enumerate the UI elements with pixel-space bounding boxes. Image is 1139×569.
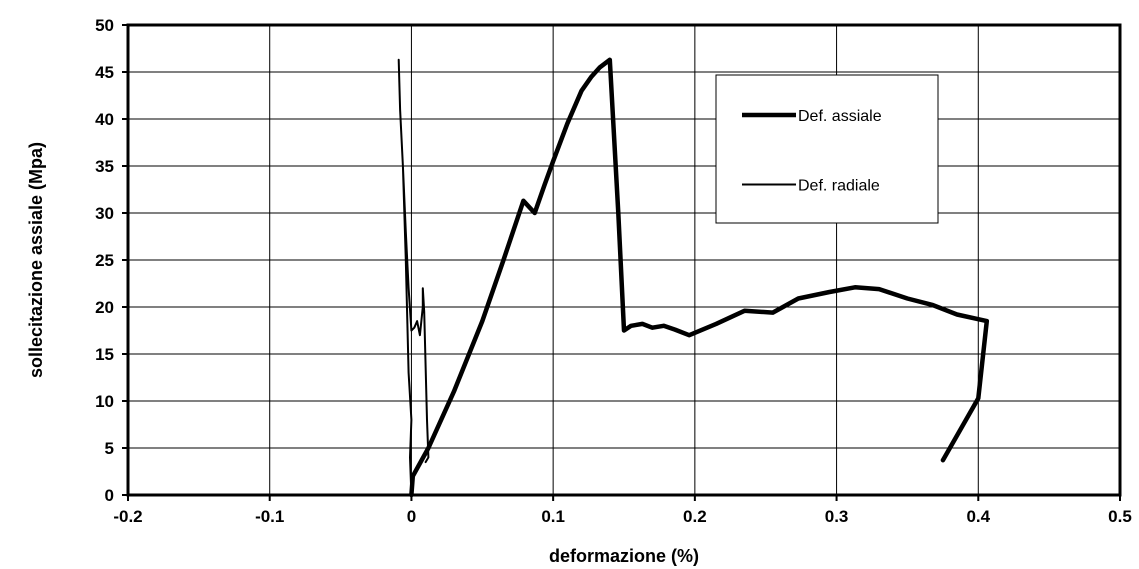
y-tick-label: 50 xyxy=(95,16,114,35)
x-tick-label: 0.3 xyxy=(825,507,849,526)
tick-marks xyxy=(122,24,1121,501)
series-line-def-assiale xyxy=(409,57,990,498)
x-tick-label: -0.1 xyxy=(255,507,284,526)
series-line-def-radiale xyxy=(397,58,430,496)
y-tick-label: 5 xyxy=(105,439,114,458)
x-tick-labels: -0.2 -0.1 0 0.1 0.2 0.3 0.4 0.5 xyxy=(113,507,1131,526)
y-tick-label: 20 xyxy=(95,298,114,317)
x-tick-label: -0.2 xyxy=(113,507,142,526)
x-tick-label: 0.2 xyxy=(683,507,707,526)
legend-label-def-radiale: Def. radiale xyxy=(798,178,880,195)
legend-box xyxy=(715,74,939,224)
x-tick-label: 0.5 xyxy=(1108,507,1132,526)
y-tick-label: 45 xyxy=(95,63,114,82)
y-tick-label: 40 xyxy=(95,110,114,129)
y-axis-title: sollecitazione assiale (Mpa) xyxy=(26,142,46,378)
y-tick-labels: 0 5 10 15 20 25 30 35 40 45 50 xyxy=(95,16,114,505)
gridlines xyxy=(128,25,1120,495)
x-tick-label: 0.4 xyxy=(966,507,990,526)
legend: Def. assiale Def. radiale xyxy=(715,74,939,224)
series-lines xyxy=(397,57,990,498)
y-tick-label: 35 xyxy=(95,157,114,176)
x-axis-title: deformazione (%) xyxy=(549,546,699,566)
x-tick-label: 0 xyxy=(407,507,416,526)
y-tick-label: 30 xyxy=(95,204,114,223)
y-tick-label: 15 xyxy=(95,345,114,364)
y-tick-label: 10 xyxy=(95,392,114,411)
x-tick-label: 0.1 xyxy=(541,507,565,526)
y-tick-label: 25 xyxy=(95,251,114,270)
y-tick-label: 0 xyxy=(105,486,114,505)
legend-label-def-assiale: Def. assiale xyxy=(798,108,882,125)
